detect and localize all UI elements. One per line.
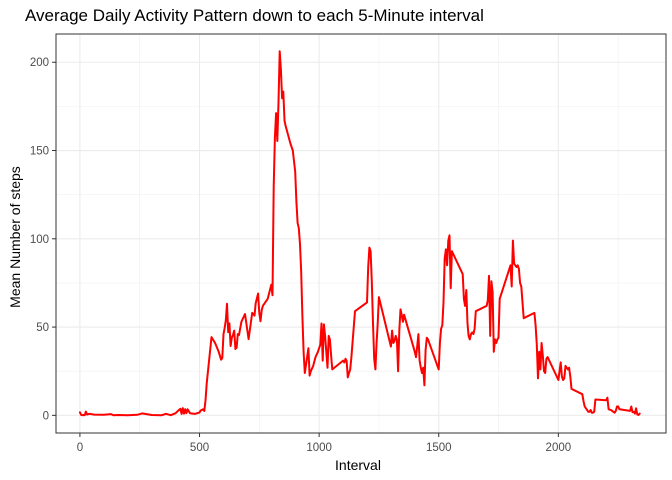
y-tick-label: 50 <box>36 322 49 334</box>
x-tick-label: 500 <box>190 442 209 454</box>
y-tick-label: 200 <box>30 57 49 69</box>
minor-gridlines <box>56 34 666 433</box>
y-axis-label: Mean Number of steps <box>7 166 23 308</box>
chart-title: Average Daily Activity Pattern down to e… <box>25 6 484 25</box>
x-tick-label: 1000 <box>306 442 332 454</box>
x-tick-label: 0 <box>77 442 83 454</box>
series-line-mean-steps <box>78 50 641 417</box>
series-layer <box>78 50 641 417</box>
y-tick-label: 100 <box>30 234 49 246</box>
x-tick-label: 2000 <box>546 442 572 454</box>
x-axis-label: Interval <box>335 457 381 473</box>
y-tick-label: 0 <box>43 410 49 422</box>
panel-border <box>55 33 667 434</box>
y-tick-label: 150 <box>30 146 49 158</box>
axis-ticks: 0 500 1000 1500 2000 0 50 100 150 200 <box>30 57 571 454</box>
x-tick-label: 1500 <box>426 442 452 454</box>
